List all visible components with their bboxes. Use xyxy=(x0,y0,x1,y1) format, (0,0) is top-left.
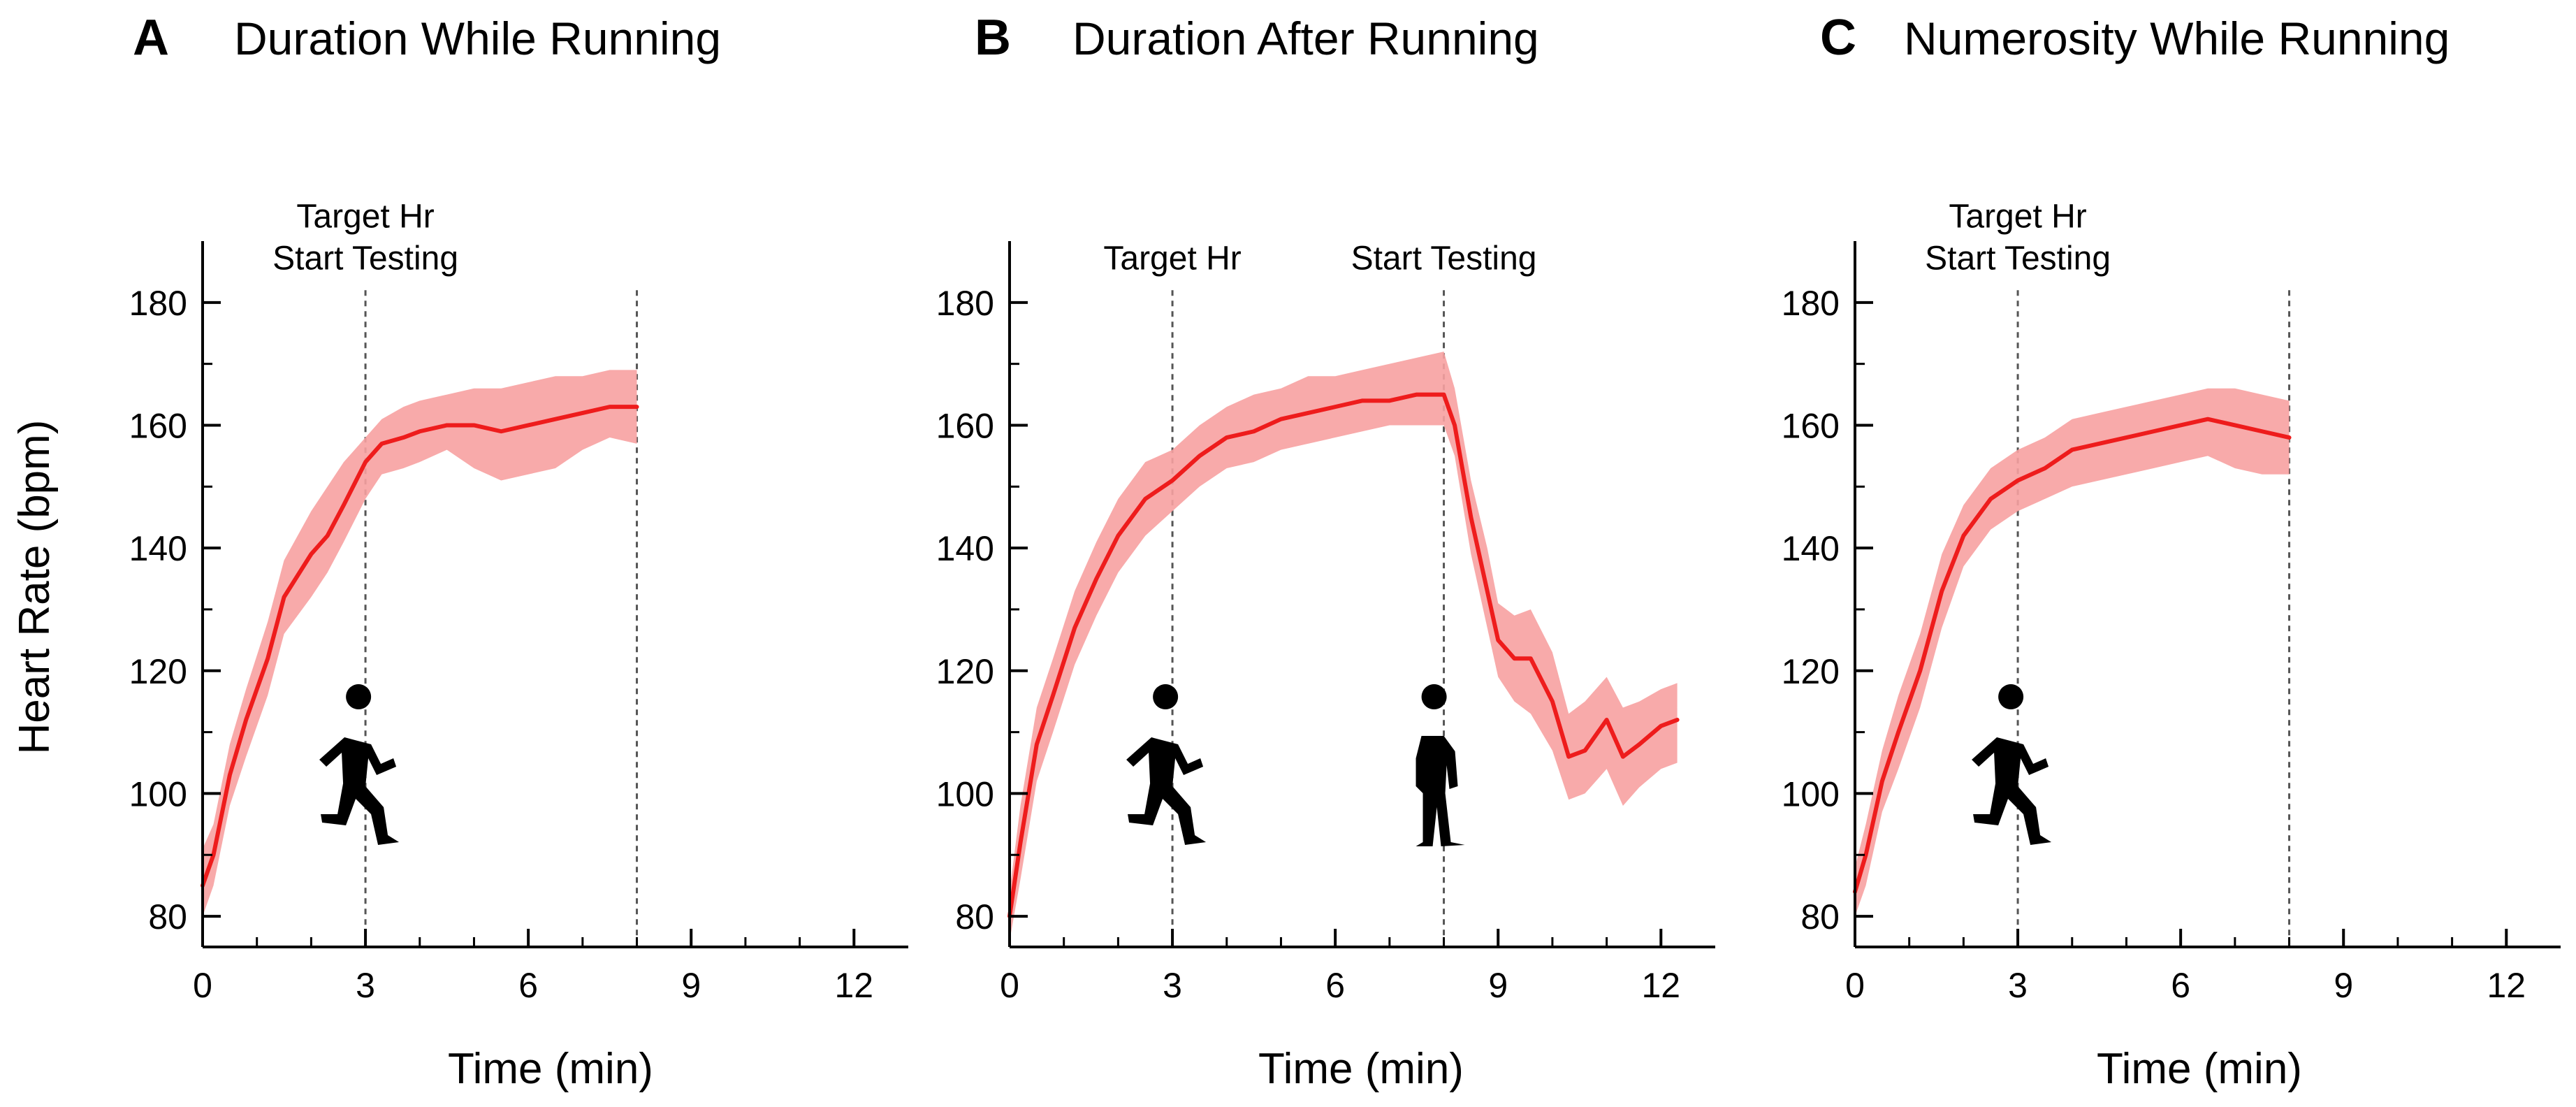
annotation-text: Start Testing xyxy=(1925,240,2111,277)
y-tick-label: 120 xyxy=(129,652,187,691)
y-tick-label: 100 xyxy=(936,774,994,813)
x-tick-label: 9 xyxy=(681,966,701,1005)
x-tick-label: 3 xyxy=(356,966,375,1005)
y-tick-label: 100 xyxy=(129,774,187,813)
annotation-text: Target Hr xyxy=(1103,240,1241,277)
runner-icon xyxy=(1972,684,2052,846)
walker-icon xyxy=(1416,684,1465,847)
y-tick-label: 140 xyxy=(1782,529,1840,568)
panel-title: Duration While Running xyxy=(234,13,721,64)
mean-line xyxy=(201,405,639,888)
panel-letter: B xyxy=(975,10,1011,66)
annotation-text: Target Hr xyxy=(296,198,434,235)
y-tick-label: 100 xyxy=(1782,774,1840,813)
x-axis-label: Time (min) xyxy=(1258,1045,1464,1093)
y-tick-label: 160 xyxy=(129,406,187,445)
y-tick-label: 160 xyxy=(936,406,994,445)
panel-letter: C xyxy=(1820,10,1856,66)
annotation-text: Target Hr xyxy=(1949,198,2086,235)
x-tick-label: 6 xyxy=(2171,966,2190,1005)
x-tick-label: 6 xyxy=(518,966,538,1005)
runner-icon xyxy=(1126,684,1207,846)
x-tick-label: 12 xyxy=(834,966,873,1005)
runner-icon-shape xyxy=(1126,684,1207,846)
panel-a: A Duration While Running Time (min) 80 10… xyxy=(129,10,908,1093)
y-tick-label: 160 xyxy=(1782,406,1840,445)
x-axis-label: Time (min) xyxy=(448,1045,653,1093)
x-tick-label: 0 xyxy=(1000,966,1019,1005)
x-tick-label: 0 xyxy=(193,966,212,1005)
runner-icon xyxy=(319,684,400,846)
panel-b: B Duration After Running Time (min) 80 10… xyxy=(936,10,1715,1093)
y-tick-label: 80 xyxy=(1800,897,1840,936)
y-tick-label: 120 xyxy=(936,652,994,691)
x-tick-label: 12 xyxy=(1641,966,1680,1005)
panel-title: Duration After Running xyxy=(1072,13,1539,64)
x-tick-label: 9 xyxy=(1488,966,1508,1005)
y-axis-label: Heart Rate (bpm) xyxy=(10,420,59,755)
mean-line xyxy=(1853,417,2292,894)
panel-title: Numerosity While Running xyxy=(1904,13,2450,64)
y-tick-label: 80 xyxy=(955,897,994,936)
error-band xyxy=(203,370,637,917)
x-tick-label: 0 xyxy=(1845,966,1865,1005)
y-tick-label: 180 xyxy=(1782,284,1840,323)
x-tick-label: 6 xyxy=(1325,966,1345,1005)
panel-letter: A xyxy=(133,10,169,66)
y-tick-label: 180 xyxy=(129,284,187,323)
mean-line xyxy=(1007,392,1680,919)
runner-icon-shape xyxy=(319,684,400,846)
x-tick-label: 12 xyxy=(2487,966,2526,1005)
error-band xyxy=(1010,352,1678,941)
error-band xyxy=(1855,388,2290,917)
y-tick-label: 80 xyxy=(148,897,187,936)
panel-c: C Numerosity While Running Time (min) 80… xyxy=(1782,10,2561,1093)
annotation-text: Start Testing xyxy=(272,240,458,277)
x-axis-label: Time (min) xyxy=(2097,1045,2302,1093)
y-tick-label: 140 xyxy=(936,529,994,568)
y-tick-label: 120 xyxy=(1782,652,1840,691)
y-tick-label: 140 xyxy=(129,529,187,568)
x-tick-label: 3 xyxy=(2008,966,2028,1005)
walker-icon-shape xyxy=(1416,684,1465,847)
x-tick-label: 3 xyxy=(1163,966,1182,1005)
x-tick-label: 9 xyxy=(2334,966,2353,1005)
runner-icon-shape xyxy=(1972,684,2052,846)
y-tick-label: 180 xyxy=(936,284,994,323)
annotation-text: Start Testing xyxy=(1351,240,1537,277)
